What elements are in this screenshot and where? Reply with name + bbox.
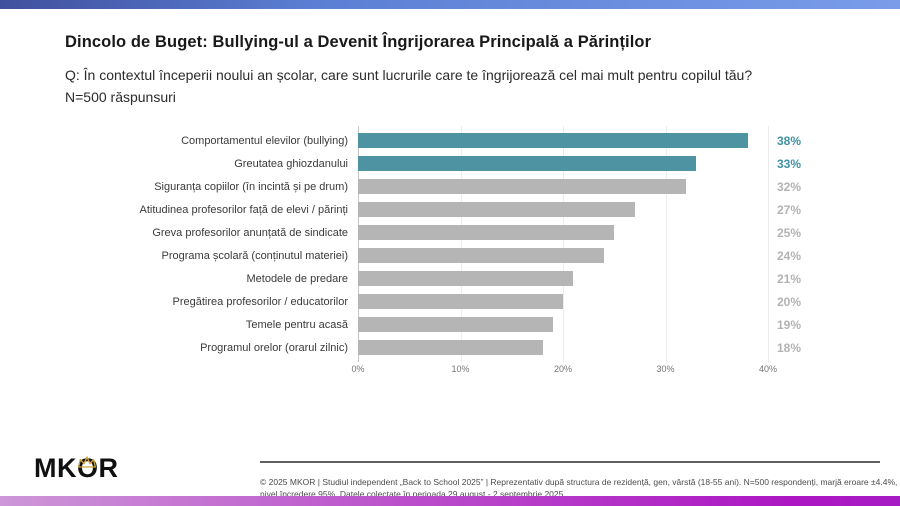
logo-text: MKOR [34, 453, 119, 483]
chart-row: Pregătirea profesorilor / educatorilor 20… [65, 290, 855, 313]
bar-track [358, 179, 768, 194]
bar [358, 133, 748, 148]
bar-value-label: 38% [777, 133, 802, 148]
bar-track [358, 133, 768, 148]
category-label: Programa școlară (conținutul materiei) [161, 249, 348, 262]
chart-row: Metodele de predare 21% [65, 267, 855, 290]
chart-row: Comportamentul elevilor (bullying) 38% [65, 129, 855, 152]
chart-row: Atitudinea profesorilor față de elevi / … [65, 198, 855, 221]
crown-icon [77, 444, 97, 468]
category-label: Greva profesorilor anunțată de sindicate [152, 226, 348, 239]
bar [358, 248, 604, 263]
category-label: Siguranța copiilor (în incintă și pe dru… [154, 180, 348, 193]
axis-tick-label: 40% [758, 364, 778, 374]
chart-row: Programul orelor (orarul zilnic) 18% [65, 336, 855, 359]
bar-value-label: 33% [777, 156, 802, 171]
page-title: Dincolo de Buget: Bullying-ul a Devenit … [65, 33, 652, 51]
question-text: Q: În contextul începerii noului an școl… [65, 67, 753, 83]
bar [358, 340, 543, 355]
bar-chart: Comportamentul elevilor (bullying) 38% Gre… [65, 126, 855, 378]
bar [358, 156, 697, 171]
chart-row: Greutatea ghiozdanului 33% [65, 152, 855, 175]
mkor-logo: MKOR [34, 453, 119, 484]
footer-divider [260, 461, 880, 463]
chart-row: Programa școlară (conținutul materiei) 24… [65, 244, 855, 267]
chart-row: Greva profesorilor anunțată de sindicate… [65, 221, 855, 244]
axis-tick-label: 10% [451, 364, 470, 374]
bar-track [358, 294, 768, 309]
chart-row: Temele pentru acasă 19% [65, 313, 855, 336]
footer: MKOR © 2025 MKOR | Studiul independent „… [0, 446, 900, 499]
category-label: Comportamentul elevilor (bullying) [181, 134, 348, 147]
category-label: Pregătirea profesorilor / educatorilor [172, 295, 348, 308]
category-label: Programul orelor (orarul zilnic) [200, 341, 348, 354]
top-accent-bar [0, 0, 900, 9]
axis-tick-label: 20% [553, 364, 573, 374]
bar-track [358, 248, 768, 263]
citation-text: © 2025 MKOR | Studiul independent „Back … [260, 476, 898, 499]
bar-track [358, 202, 768, 217]
bar-track [358, 340, 768, 355]
bar-track [358, 225, 768, 240]
category-label: Greutatea ghiozdanului [234, 157, 348, 170]
bar-value-label: 27% [777, 202, 802, 217]
bar [358, 317, 553, 332]
bar-value-label: 24% [777, 248, 802, 263]
chart-rows: Comportamentul elevilor (bullying) 38% Gre… [65, 129, 855, 359]
chart-row: Siguranța copiilor (în incintă și pe dru… [65, 175, 855, 198]
bottom-accent-bar [0, 496, 900, 506]
bar [358, 225, 615, 240]
axis-tick-label: 0% [351, 364, 365, 374]
bar-value-label: 32% [777, 179, 802, 194]
bar [358, 202, 635, 217]
bar [358, 179, 686, 194]
axis-tick-label: 30% [656, 364, 675, 374]
bar-value-label: 19% [777, 317, 802, 332]
bar-track [358, 271, 768, 286]
bar-value-label: 20% [777, 294, 802, 309]
sample-size-text: N=500 răspunsuri [65, 89, 176, 105]
x-axis: 0% 10% 20% 30% 40% [351, 364, 777, 378]
category-label: Temele pentru acasă [245, 318, 348, 331]
bar-value-label: 18% [777, 340, 802, 355]
bar-track [358, 156, 768, 171]
bar [358, 271, 574, 286]
category-label: Metodele de predare [246, 272, 348, 285]
bar-value-label: 25% [777, 225, 802, 240]
bar-value-label: 21% [777, 271, 802, 286]
category-label: Atitudinea profesorilor față de elevi / … [139, 203, 348, 216]
bar [358, 294, 563, 309]
bar-track [358, 317, 768, 332]
